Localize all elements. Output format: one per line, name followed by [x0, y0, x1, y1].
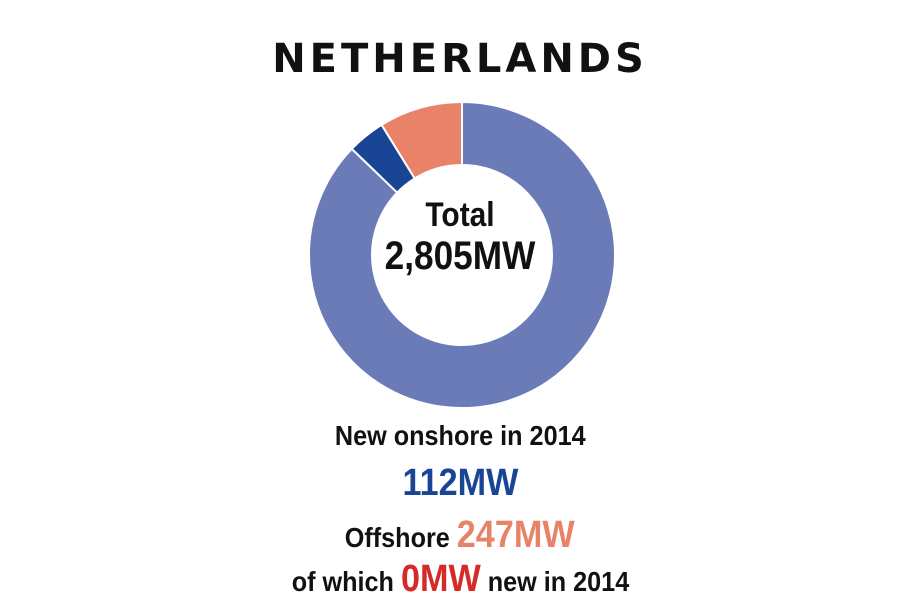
offshore-new-value: 0MW [400, 558, 481, 600]
onshore-value: 112MW [402, 462, 518, 504]
donut-slice-2 [380, 100, 463, 180]
which-suffix: new in 2014 [487, 566, 629, 597]
donut-slice-0 [308, 100, 616, 409]
offshore-label: Offshore [345, 522, 451, 553]
offshore-new-caption: of which 0MW new in 2014 [0, 558, 920, 601]
onshore-value-line: 112MW [0, 462, 920, 505]
offshore-caption: Offshore 247MW [0, 514, 920, 557]
chart-title: NETHERLANDS [272, 36, 648, 82]
onshore-caption: New onshore in 2014 [0, 420, 920, 452]
which-prefix: of which [291, 566, 394, 597]
center-total-label: Total [425, 196, 495, 234]
center-total-value: 2,805MW [384, 234, 536, 278]
offshore-value: 247MW [457, 514, 575, 556]
onshore-label: New onshore in 2014 [334, 420, 586, 451]
